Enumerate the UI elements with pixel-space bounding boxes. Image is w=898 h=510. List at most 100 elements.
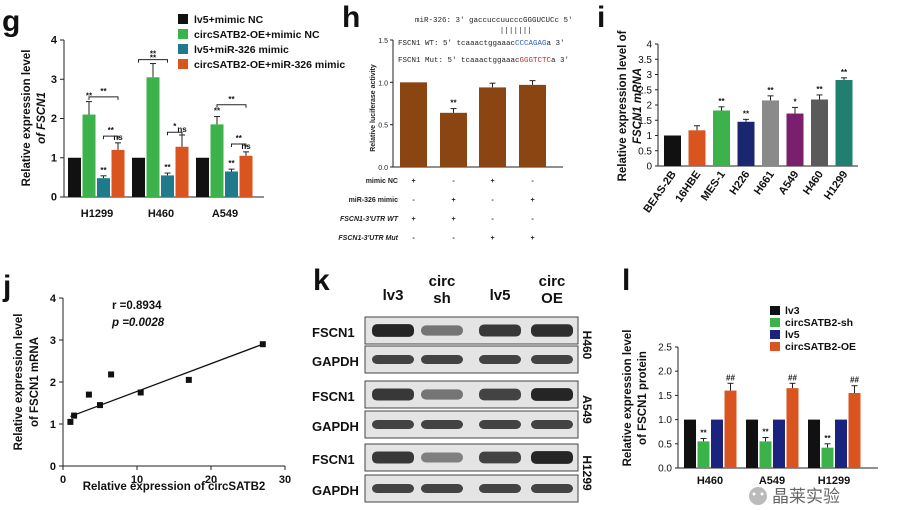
data-point (85, 391, 92, 398)
y-tick-label: 0 (646, 162, 652, 173)
data-point (185, 376, 192, 383)
bracket-label: * (173, 122, 177, 131)
x-tick-label: H226 (728, 169, 753, 197)
blot-band (372, 324, 414, 337)
comparison-bracket (167, 131, 183, 136)
wechat-icon-eye (752, 492, 756, 496)
lane-label: circ (429, 273, 456, 290)
bar (697, 441, 710, 468)
x-tick-label: 0 (60, 474, 66, 486)
bar (688, 130, 706, 166)
legend-swatch (178, 29, 188, 39)
bar (175, 146, 189, 197)
significance-mark: ** (450, 99, 457, 108)
y-tick-label: 3 (50, 335, 56, 347)
significance-mark: ** (841, 68, 848, 77)
lane-label: circ (539, 273, 566, 290)
bracket-label: ** (150, 50, 157, 59)
blot-band (421, 452, 463, 463)
blot-band (479, 388, 521, 401)
x-tick-label: A549 (212, 208, 238, 220)
blot-row-label: FSCN1 (312, 452, 355, 467)
legend-swatch (770, 306, 780, 315)
blot-band (372, 484, 414, 493)
legend-swatch (770, 330, 780, 339)
significance-mark: ** (228, 159, 235, 168)
y-tick-label: 0.0 (658, 464, 672, 475)
data-point (137, 389, 144, 396)
significance-mark: * (793, 97, 797, 106)
blot-band (531, 451, 573, 464)
panel-label-l: l (622, 264, 630, 297)
bar (210, 124, 224, 197)
condition-mark: - (412, 235, 415, 242)
y-tick-label: 3 (646, 70, 652, 81)
panel-j-chart: 0 1 2 3 4 0 10 20 30 Relative expression of circS… (13, 293, 291, 493)
panel-label-j: j (2, 270, 11, 303)
bar (146, 77, 160, 197)
condition-mark: + (490, 178, 494, 185)
condition-mark: - (531, 216, 534, 223)
y-tick-label: 2.5 (638, 85, 652, 96)
y-tick-label: 1 (646, 131, 652, 142)
y-tick-label: 4 (51, 35, 58, 47)
bar (161, 175, 174, 197)
significance-mark: ** (824, 434, 831, 443)
legend-swatch (770, 318, 780, 327)
y-axis-label: Relative expression level of (617, 30, 629, 181)
y-tick-label: 0.5 (378, 123, 388, 130)
seq-fscn1-mut: FSCN1 Mut: 5' tcaaactggaaacGGGTCTCa 3' (398, 57, 569, 65)
bar (711, 419, 723, 468)
x-tick-label: H460 (697, 475, 723, 487)
seq-mut-site: GGGTCTC (520, 57, 552, 65)
legend-swatch (178, 59, 188, 69)
y-tick-label: 0 (50, 461, 56, 473)
significance-mark: ** (816, 85, 823, 94)
bar (684, 419, 696, 468)
x-tick-label: MES-1 (699, 169, 728, 203)
blot-band (372, 451, 414, 464)
blot-band (531, 388, 573, 401)
cell-line-label: A549 (580, 395, 594, 424)
y-tick-label: 2 (646, 101, 652, 112)
blot-band (531, 484, 573, 493)
bracket-label: ** (228, 95, 235, 104)
bar (97, 178, 110, 197)
bracket-label: ** (108, 126, 115, 135)
data-point (259, 341, 266, 348)
significance-mark: ** (767, 86, 774, 95)
bar (239, 155, 253, 197)
wechat-icon (749, 487, 767, 505)
condition-mark: + (530, 197, 534, 204)
significance-mark: ** (214, 107, 221, 116)
comparison-bracket (231, 143, 247, 148)
bar (821, 447, 834, 468)
lane-label-line2: sh (433, 290, 451, 307)
x-tick-label: A549 (759, 475, 785, 487)
legend-label: lv5 (785, 329, 800, 341)
y-tick-label: 1 (50, 419, 56, 431)
legend-swatch (770, 342, 780, 351)
blot-band (421, 420, 463, 429)
x-tick-label: H460 (801, 169, 826, 197)
y-tick-label: 0.0 (378, 165, 388, 172)
blot-band (479, 484, 521, 493)
y-axis-label-line2: of FSCN1 protein (637, 351, 649, 445)
bar (111, 149, 125, 197)
x-tick-label: 10 (131, 474, 143, 486)
blot-band (372, 355, 414, 364)
panel-l-chart: 0.0 0.5 1.0 1.5 2.0 2.5 Relative expression le… (622, 305, 878, 487)
y-tick-label: 0.5 (638, 146, 652, 157)
seq-wt-suffix: a 3' (547, 40, 565, 48)
blot-band (479, 451, 521, 464)
y-tick-label: 4 (646, 40, 652, 51)
legend-label: circSATB2-OE (785, 341, 856, 353)
y-axis-label-line2: of FSCN1 (36, 92, 48, 144)
comparison-bracket (138, 59, 168, 63)
blot-row-label: GAPDH (312, 483, 359, 498)
bar (400, 82, 427, 167)
condition-mark: - (412, 197, 415, 204)
blot-row-label: GAPDH (312, 419, 359, 434)
